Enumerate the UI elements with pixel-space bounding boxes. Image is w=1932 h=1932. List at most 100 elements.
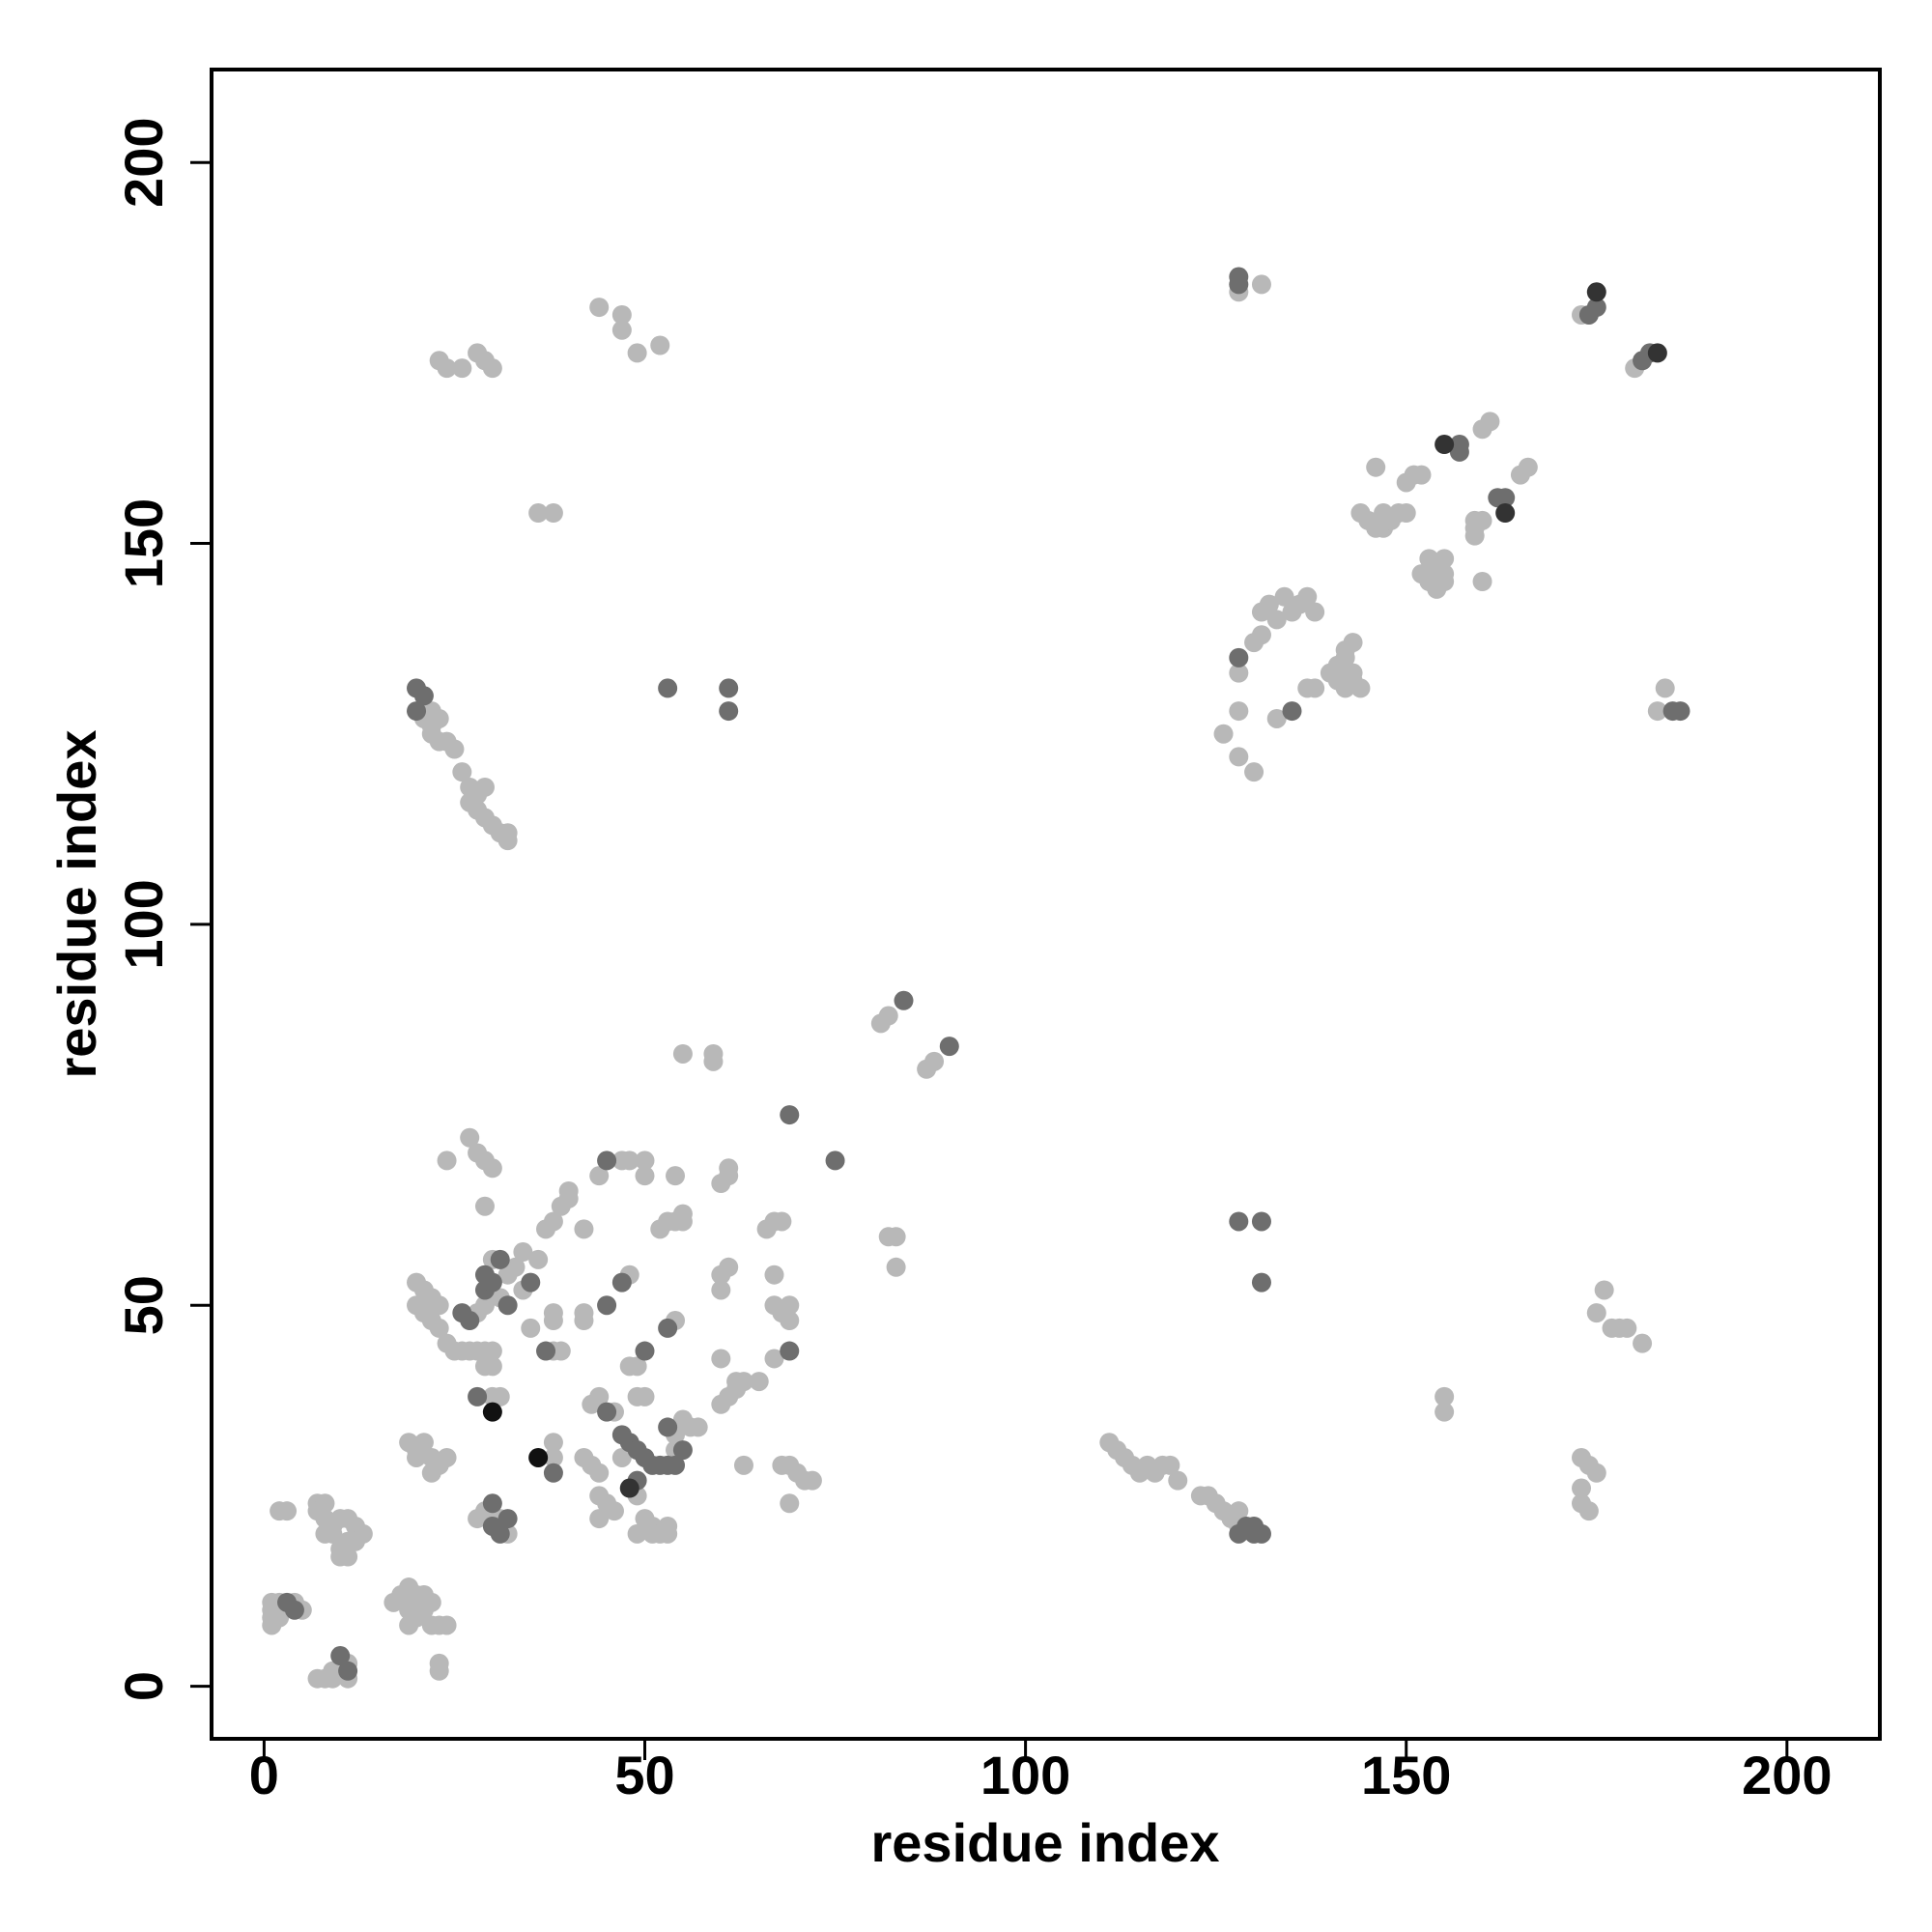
contact-point — [490, 1249, 510, 1269]
contact-point — [719, 1158, 739, 1179]
contact-point — [1396, 503, 1416, 524]
contact-point — [1259, 594, 1279, 614]
contact-point — [460, 1127, 480, 1148]
y-tick-label: 200 — [113, 118, 174, 208]
contact-point — [1282, 701, 1302, 722]
contact-point — [780, 1105, 800, 1125]
contact-point — [1572, 1478, 1592, 1498]
contact-point — [543, 1433, 563, 1453]
contact-point — [772, 1211, 792, 1232]
contact-point — [597, 1402, 617, 1422]
contact-point — [589, 1463, 610, 1483]
x-tick-label: 0 — [249, 1745, 279, 1805]
contact-point — [413, 1433, 434, 1453]
contact-point — [780, 1341, 800, 1361]
contact-point — [482, 1272, 502, 1293]
contact-point — [611, 1272, 632, 1293]
contact-point — [528, 503, 549, 524]
contact-point — [780, 1493, 800, 1514]
contact-point — [1251, 625, 1271, 645]
contact-point — [543, 1303, 563, 1323]
contact-point — [407, 1447, 427, 1467]
contact-point — [1435, 571, 1455, 591]
contact-point — [521, 1272, 541, 1293]
contact-point — [802, 1470, 822, 1491]
contact-point — [528, 1447, 549, 1467]
contact-point — [482, 358, 502, 379]
contact-point — [924, 1051, 945, 1071]
contact-point — [444, 739, 465, 759]
contact-point — [1305, 602, 1325, 622]
contact-point — [611, 320, 632, 340]
contact-point — [1366, 457, 1386, 477]
contact-point — [437, 358, 457, 379]
contact-point — [1633, 1333, 1653, 1353]
contact-point — [543, 503, 563, 524]
contact-point — [474, 1295, 495, 1316]
contact-point — [780, 1295, 800, 1316]
contact-point — [1274, 586, 1294, 607]
contact-point — [780, 1311, 800, 1331]
contact-point — [1647, 343, 1667, 363]
contact-point — [672, 1440, 693, 1461]
contact-point — [1578, 1501, 1599, 1521]
contact-point — [1495, 503, 1516, 524]
contact-point — [666, 1166, 686, 1186]
contact-point — [939, 1037, 959, 1057]
contact-point — [421, 1592, 441, 1612]
contact-point — [658, 1318, 678, 1338]
contact-point — [474, 777, 495, 797]
contact-point — [338, 1661, 358, 1681]
contact-point — [1229, 1501, 1249, 1521]
contact-point — [1229, 663, 1249, 683]
contact-point — [421, 1288, 441, 1308]
contact-point — [323, 1661, 343, 1681]
contact-point — [452, 358, 472, 379]
contact-point — [490, 1523, 510, 1544]
contact-point — [711, 1349, 731, 1369]
contact-point — [543, 1211, 563, 1232]
x-tick-label: 150 — [1361, 1745, 1451, 1805]
contact-point — [703, 1051, 724, 1071]
contact-point — [452, 762, 472, 782]
contact-point — [1244, 762, 1264, 782]
contact-point — [315, 1523, 335, 1544]
contact-point — [672, 1204, 693, 1224]
contact-point — [711, 1280, 731, 1300]
contact-point — [1617, 1318, 1637, 1338]
contact-point — [733, 1455, 753, 1475]
contact-point — [825, 1151, 845, 1171]
contact-point — [878, 1006, 898, 1026]
contact-point — [1647, 701, 1667, 722]
contact-point — [589, 298, 610, 318]
contact-point — [666, 1455, 686, 1475]
contact-point — [1229, 701, 1249, 722]
contact-point — [1213, 724, 1234, 744]
y-tick-label: 50 — [113, 1275, 174, 1335]
contact-point — [1350, 678, 1371, 698]
contact-point — [597, 1151, 617, 1171]
contact-point — [627, 1356, 647, 1377]
contact-point — [1168, 1470, 1188, 1491]
contact-point — [399, 1615, 419, 1635]
contact-point — [886, 1257, 906, 1277]
contact-point — [589, 1166, 610, 1186]
y-axis-label: residue index — [46, 729, 107, 1078]
contact-point — [1586, 1303, 1606, 1323]
contact-point — [635, 1166, 655, 1186]
contact-point — [338, 1531, 358, 1551]
contact-point — [627, 1523, 647, 1544]
contact-point — [1229, 1211, 1249, 1232]
contact-point — [497, 1264, 518, 1285]
contact-point — [429, 1318, 449, 1338]
contact-point — [558, 1180, 579, 1201]
contact-point — [1586, 1463, 1606, 1483]
contact-point — [749, 1372, 769, 1392]
contact-point — [474, 1196, 495, 1216]
contact-point — [437, 1151, 457, 1171]
contact-point — [658, 1417, 678, 1437]
contact-point — [1297, 586, 1318, 607]
contact-point — [1374, 503, 1394, 524]
